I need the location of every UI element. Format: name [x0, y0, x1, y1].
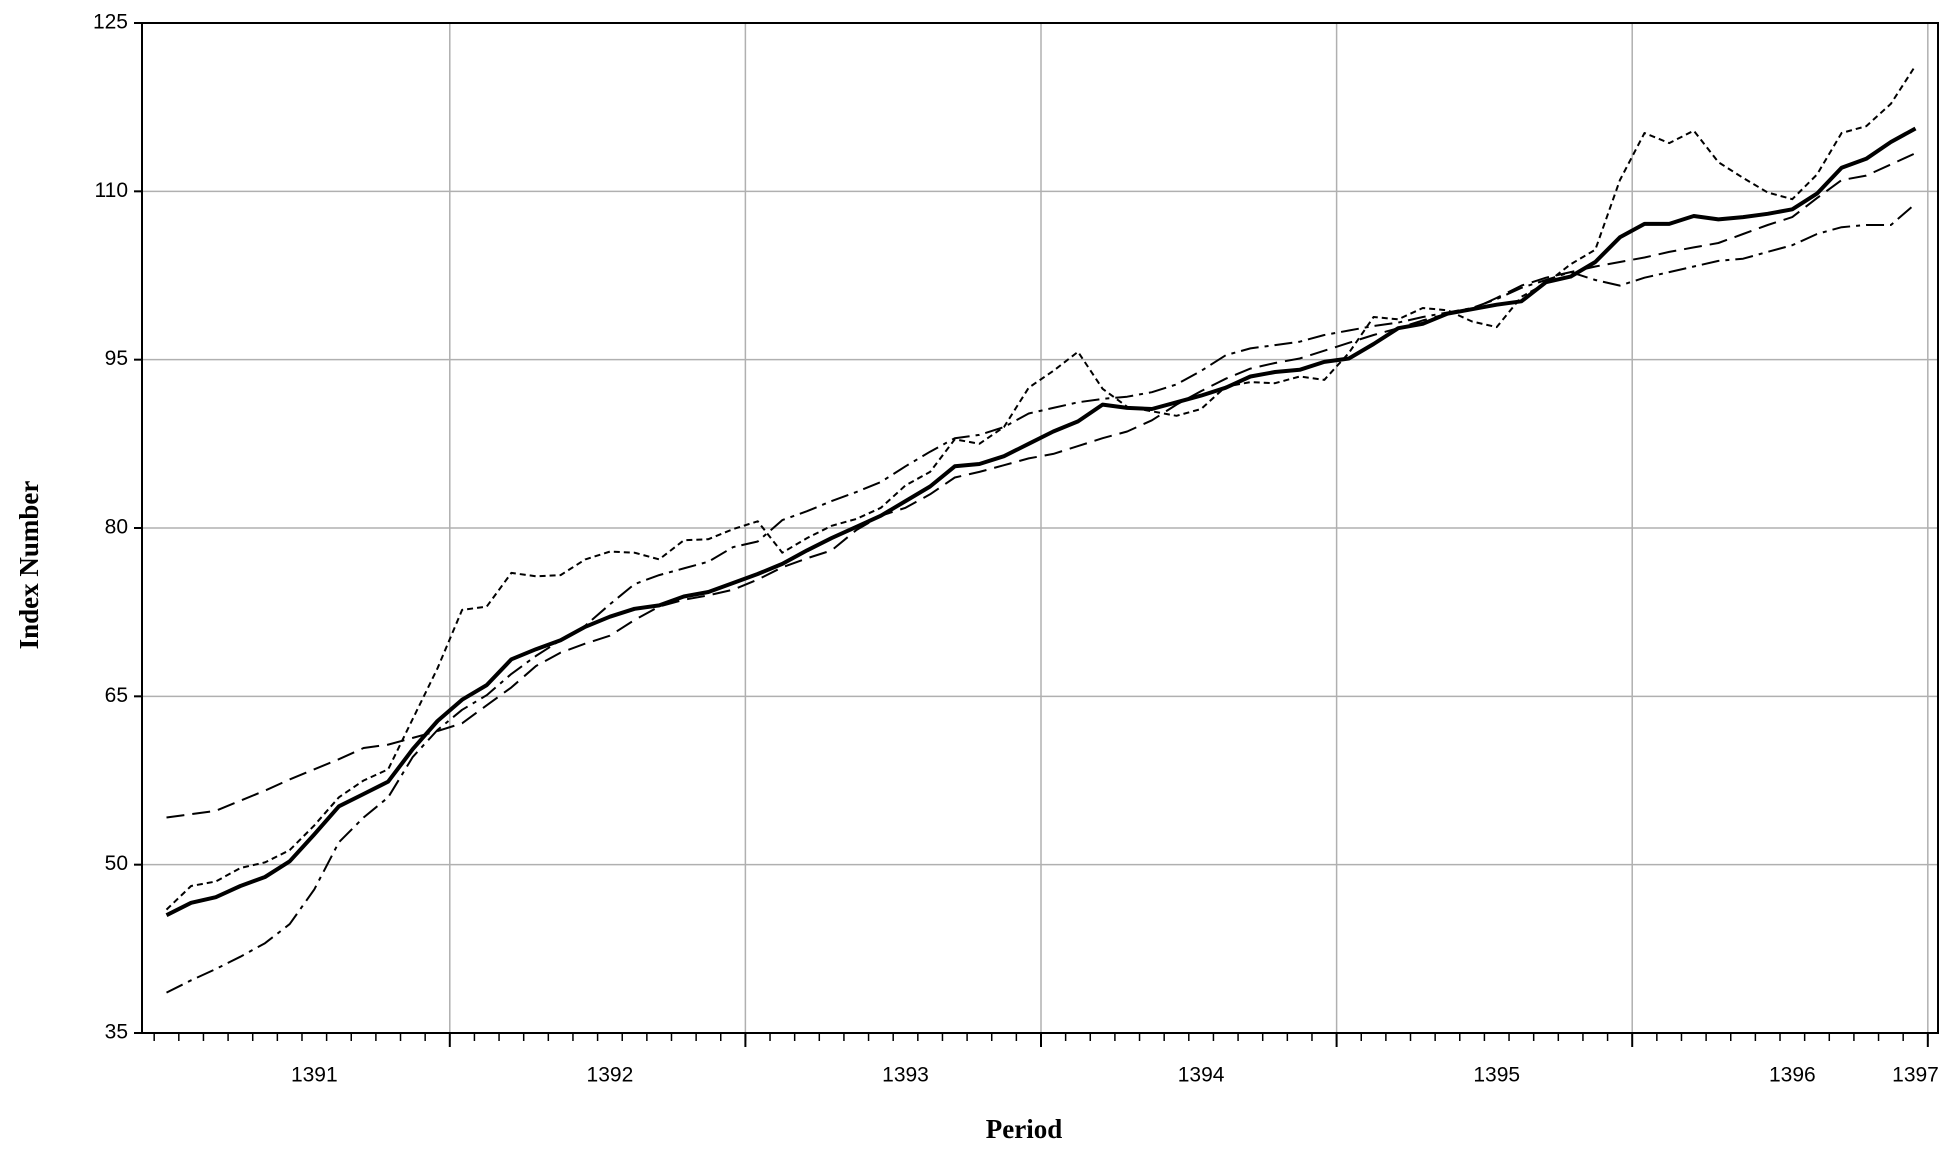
series-line: [166, 202, 1917, 994]
series-line: [166, 152, 1916, 819]
y-tick-label: 125: [93, 11, 128, 34]
y-tick-label: 95: [105, 347, 128, 370]
x-tick-label: 1393: [882, 1064, 929, 1087]
y-tick-label: 50: [105, 852, 128, 875]
x-tick-label: 1394: [1178, 1064, 1225, 1087]
x-tick-label: 1391: [291, 1064, 338, 1087]
x-tick-label: 1395: [1473, 1064, 1520, 1087]
x-tick-label: 1392: [587, 1064, 634, 1087]
y-tick-label: 65: [105, 684, 128, 707]
x-tick-label: 1397: [1892, 1064, 1939, 1087]
y-tick-label: 110: [95, 179, 128, 202]
y-axis-title: Index Number: [14, 481, 44, 650]
x-tick-label: 1396: [1769, 1064, 1816, 1087]
y-tick-label: 35: [105, 1021, 128, 1044]
x-axis-title: Period: [986, 1114, 1062, 1144]
series-line: [165, 126, 1917, 917]
y-tick-label: 80: [105, 516, 128, 539]
series-line: [165, 65, 1917, 911]
plot-frame: [141, 22, 1939, 1034]
